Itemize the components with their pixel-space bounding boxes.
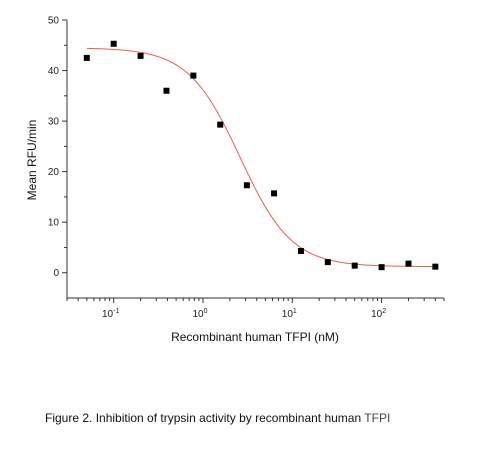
data-point — [190, 72, 197, 79]
x-tick-label: 100 — [192, 308, 207, 320]
data-point — [297, 247, 304, 254]
data-point — [405, 260, 412, 267]
x-tick-label: 10-1 — [102, 308, 119, 320]
x-axis-ticks: 10-1 100 101 102 — [66, 298, 445, 320]
data-points — [83, 40, 439, 271]
data-point — [378, 264, 385, 271]
data-point — [217, 121, 224, 128]
y-tick-label: 30 — [48, 117, 60, 128]
data-point — [243, 182, 250, 189]
y-tick-label: 50 — [48, 16, 60, 27]
x-axis-title: Recombinant human TFPI (nM) — [171, 330, 339, 344]
data-point — [432, 263, 439, 270]
data-point — [83, 54, 90, 61]
data-point — [351, 262, 358, 269]
y-tick-label: 0 — [53, 268, 59, 279]
x-tick-label: 101 — [282, 308, 297, 320]
figure-caption: Figure 2. Inhibition of trypsin activity… — [45, 411, 390, 425]
data-point — [137, 52, 144, 59]
y-axis-ticks: 0 10 20 30 40 50 — [48, 16, 67, 279]
y-tick-label: 10 — [48, 218, 60, 229]
dose-response-chart: 0 10 20 30 40 50 10-1 100 101 102 Recombinant hu… — [25, 16, 445, 344]
data-point — [110, 40, 117, 47]
fit-curve-line — [86, 47, 438, 268]
caption-text: Figure 2. Inhibition of trypsin activity… — [45, 411, 365, 425]
x-tick-label: 102 — [371, 308, 386, 320]
y-axis-title: Mean RFU/min — [25, 120, 39, 201]
data-point — [271, 190, 278, 197]
caption-text-tail: TFPI — [364, 411, 391, 425]
data-point — [324, 259, 331, 266]
y-tick-label: 40 — [48, 66, 60, 77]
data-point — [163, 87, 170, 94]
y-tick-label: 20 — [48, 167, 60, 178]
